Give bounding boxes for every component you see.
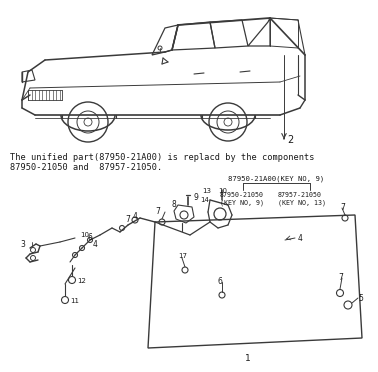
Text: 7: 7: [155, 207, 160, 216]
Text: 4: 4: [93, 240, 98, 249]
Text: 7: 7: [338, 273, 343, 282]
Text: 7: 7: [125, 215, 130, 224]
Text: 87957-21050
(KEY NO, 13): 87957-21050 (KEY NO, 13): [278, 192, 326, 205]
Text: 3: 3: [20, 240, 25, 249]
Text: 8: 8: [172, 200, 177, 209]
Text: 87950-21050 and  87957-21050.: 87950-21050 and 87957-21050.: [10, 163, 162, 172]
Text: 6: 6: [88, 233, 93, 242]
Text: The unified part(87950-21A00) is replacd by the components: The unified part(87950-21A00) is replacd…: [10, 153, 314, 162]
Text: 17: 17: [178, 253, 187, 259]
Text: 87950-21050
(KEY NO, 9): 87950-21050 (KEY NO, 9): [220, 192, 264, 205]
Text: 12: 12: [77, 278, 86, 284]
Text: 9: 9: [194, 193, 199, 202]
Text: 13: 13: [202, 188, 211, 194]
Text: 1: 1: [245, 354, 251, 363]
Text: 10: 10: [218, 188, 227, 194]
Text: 6: 6: [218, 277, 223, 286]
Text: 11: 11: [70, 298, 79, 304]
Text: 7: 7: [340, 203, 345, 212]
Text: 10: 10: [80, 232, 89, 238]
Text: 2: 2: [287, 135, 293, 145]
Text: 4: 4: [133, 212, 138, 221]
Text: 5: 5: [358, 294, 363, 303]
Text: 87950-21A00(KEY NO, 9): 87950-21A00(KEY NO, 9): [228, 175, 324, 182]
Text: 14: 14: [200, 197, 209, 203]
Text: 4: 4: [298, 234, 303, 243]
